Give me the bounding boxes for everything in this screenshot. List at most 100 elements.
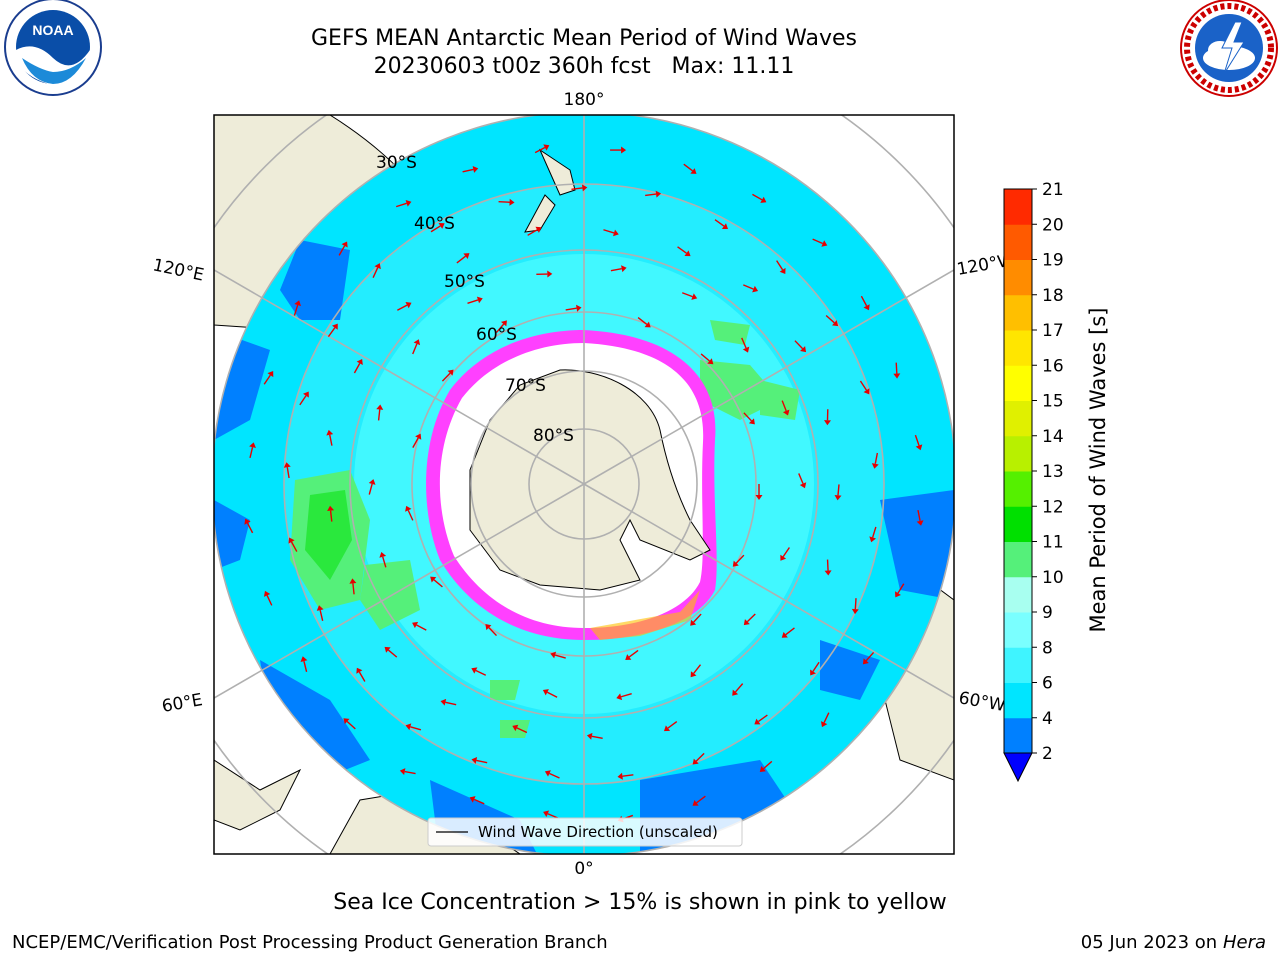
wind-arrow (372, 267, 379, 279)
colorbar: 2 4 6 8 9 10 11 12 13 14 15 16 17 18 19 20 21 (1003, 180, 1064, 783)
wind-arrow (293, 304, 299, 316)
footer-host: Hera (1222, 932, 1266, 953)
wind-arrow-head (752, 285, 759, 293)
colorbar-label: Mean Period of Wind Waves [s] (1086, 308, 1110, 633)
colorbar-tick-label: 6 (1042, 674, 1053, 694)
wind-arrow-head (412, 621, 419, 629)
wind-arrow (735, 554, 745, 564)
wind-arrow-head (690, 671, 697, 678)
wind-arrow (554, 654, 566, 659)
wind-arrow-head (824, 570, 832, 576)
wind-arrow (854, 598, 857, 610)
wind-arrow (714, 219, 725, 227)
wind-arrow-head (663, 725, 671, 732)
colorbar-tick-label: 12 (1042, 497, 1064, 517)
wind-arrow-head (612, 229, 619, 237)
wind-arrow (667, 720, 678, 729)
colorbar-tick-label: 15 (1042, 392, 1064, 412)
wind-arrow-head (341, 241, 348, 248)
wind-arrow (826, 559, 829, 571)
wind-arrow (404, 770, 416, 775)
wind-arrow (897, 583, 905, 594)
wind-arrow-head (691, 293, 698, 300)
lon-label-60e: 60°E (160, 690, 204, 717)
colorbar-segment (1004, 224, 1032, 260)
lon-label-180: 180° (564, 90, 605, 110)
noaa-logo: NOAA (4, 0, 102, 96)
footer-date: 05 Jun 2023 on Hera (1081, 932, 1266, 953)
wind-arrow-head (834, 495, 842, 501)
wind-arrow (547, 813, 559, 819)
wind-arrow-head (356, 358, 363, 366)
wind-arrow-head (267, 370, 274, 378)
wind-arrow-head (780, 554, 787, 561)
wind-arrow (776, 260, 784, 271)
wind-arrow (859, 380, 868, 391)
wind-arrow-head (430, 576, 437, 583)
wind-arrow-head (263, 590, 271, 597)
wind-arrow (549, 772, 560, 779)
wind-arrow (677, 246, 687, 254)
wind-arrow-head (356, 667, 363, 674)
wind-arrow (743, 284, 754, 290)
wind-arrow-head (820, 721, 828, 728)
wind-arrow-head (721, 223, 729, 230)
wind-arrow (865, 651, 875, 662)
wind-arrow (917, 509, 921, 522)
wind-arrow-head (399, 768, 406, 776)
wind-arrow-head (476, 296, 483, 304)
wind-arrow-head (869, 536, 877, 543)
wind-arrow-head (512, 724, 519, 732)
wind-arrow-head (447, 369, 454, 376)
wind-arrow (329, 510, 333, 522)
wind-arrow (741, 337, 747, 349)
wind-arrow-head (550, 651, 557, 659)
wind-arrow-head (621, 265, 627, 273)
wind-arrow-head (732, 689, 739, 696)
colorbar-tick-label: 19 (1042, 251, 1064, 271)
colorbar-segment (1004, 400, 1032, 437)
wind-arrow-head (748, 418, 755, 425)
wind-arrow-head (413, 339, 421, 346)
wind-arrow (303, 660, 308, 672)
wind-arrow (782, 547, 790, 558)
lon-label-120e: 120°E (151, 255, 206, 285)
wind-arrow-head (543, 144, 550, 151)
wind-arrow-head (542, 689, 549, 696)
wind-arrow (620, 692, 632, 698)
colorbar-extend (1003, 752, 1033, 783)
wind-arrow-head (249, 442, 256, 448)
lat-label-60s: 60°S (476, 325, 517, 345)
wind-arrow (358, 671, 366, 682)
lat-label-40s: 40°S (414, 214, 455, 234)
wind-arrow (645, 193, 657, 197)
wind-arrow (441, 372, 451, 382)
wind-arrow-head (862, 658, 869, 665)
wind-arrow (695, 752, 705, 762)
wind-arrow-head (463, 253, 470, 259)
wind-arrow-head (326, 429, 334, 436)
wind-arrow-head (576, 304, 582, 312)
wind-arrow-head (760, 196, 767, 203)
noaa-logo-text: NOAA (32, 22, 73, 38)
colorbar-segment (1004, 682, 1032, 719)
wind-arrow-head (586, 732, 593, 740)
wind-arrow-head (916, 520, 924, 526)
wind-arrow (266, 595, 273, 606)
sea-ice-note: Sea Ice Concentration > 15% is shown in … (333, 890, 947, 915)
wind-arrow (352, 583, 355, 595)
wind-arrow-head (543, 810, 550, 818)
wind-arrow-head (800, 346, 807, 353)
wind-arrow (488, 627, 498, 637)
colorbar-tick-label: 8 (1042, 638, 1053, 658)
lon-label-0: 0° (574, 859, 593, 879)
map-legend: Wind Wave Direction (unscaled) (427, 817, 743, 847)
colorbar-segment (1004, 259, 1032, 296)
colorbar-tick-label: 9 (1042, 603, 1053, 623)
wind-arrow-head (832, 320, 839, 327)
wind-arrow-head (332, 323, 338, 330)
wind-arrow-head (895, 591, 901, 598)
wind-arrow-head (759, 766, 766, 772)
colorbar-tick-label: 20 (1042, 215, 1064, 235)
wind-arrow-head (405, 199, 412, 207)
